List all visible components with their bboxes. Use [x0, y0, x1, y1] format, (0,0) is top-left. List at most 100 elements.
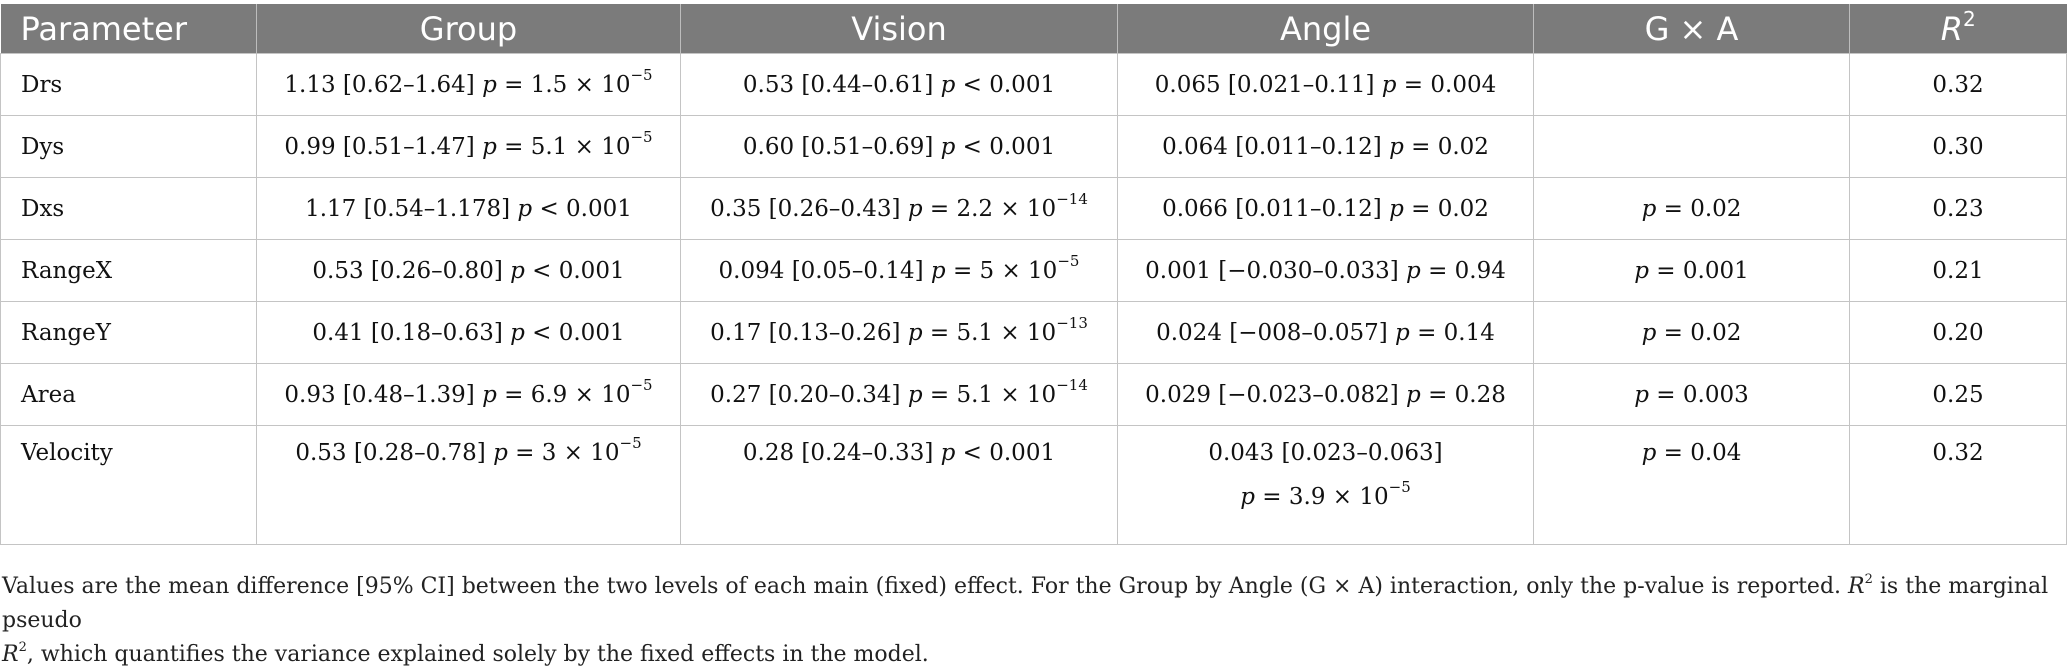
p-letter: p — [940, 71, 956, 98]
p-letter: p — [1389, 195, 1404, 222]
cell-gxa: p = 0.003 — [1533, 363, 1850, 426]
estimate-ci: 0.93 [0.48–1.39] — [284, 381, 475, 408]
p-operator: = 1.5 × 10 — [504, 71, 631, 98]
p-operator: = 3 × 10 — [515, 440, 620, 466]
r-superscript: 2 — [1963, 6, 1976, 31]
cell-gxa: p = 0.02 — [1533, 177, 1850, 240]
footnote-r-letter: R — [1848, 574, 1865, 599]
p-exponent: −5 — [619, 434, 642, 452]
estimate-ci: 0.064 [0.011–0.12] — [1162, 133, 1382, 160]
p-operator: = 0.004 — [1403, 71, 1497, 98]
p-operator: = 0.02 — [1411, 133, 1489, 160]
row-parameter: Dxs — [0, 177, 257, 240]
estimate-ci: 1.13 [0.62–1.64] — [284, 71, 475, 98]
p-operator: = 5.1 × 10 — [929, 319, 1057, 346]
p-letter: p — [1395, 319, 1410, 346]
cell-angle: 0.066 [0.011–0.12] p = 0.02 — [1117, 177, 1534, 240]
header-row: Parameter Group Vision Angle G × A R2 — [0, 4, 2067, 54]
cell-vision: 0.35 [0.26–0.43] p = 2.2 × 10−14 — [680, 177, 1118, 240]
cell-group: 1.13 [0.62–1.64] p = 1.5 × 10−5 — [256, 53, 681, 116]
p-operator: = 2.2 × 10 — [929, 195, 1057, 222]
p-value: p = 5.1 × 10−14 — [907, 377, 1088, 408]
cell-gxa: p = 0.001 — [1533, 239, 1850, 302]
p-value: p < 0.001 — [941, 440, 1055, 466]
cell-group: 1.17 [0.54–1.178] p < 0.001 — [256, 177, 681, 240]
p-letter: p — [493, 440, 508, 466]
header-group: Group — [256, 4, 681, 54]
p-exponent: −5 — [1388, 478, 1411, 496]
p-exponent: −14 — [1056, 375, 1088, 394]
row-parameter: Area — [0, 363, 257, 426]
p-exponent: −5 — [630, 375, 653, 394]
p-operator: = 0.28 — [1428, 381, 1506, 408]
p-exponent: −5 — [630, 65, 653, 84]
cell-angle: 0.024 [−008–0.057] p = 0.14 — [1117, 301, 1534, 364]
p-exponent: −5 — [630, 127, 653, 146]
p-operator: = 3.9 × 10 — [1262, 484, 1389, 510]
cell-r-squared: 0.30 — [1849, 115, 2067, 178]
p-operator: < 0.001 — [962, 133, 1056, 160]
gxa-p-value: = 0.003 — [1656, 381, 1749, 408]
gxa-p-value: = 0.02 — [1663, 319, 1742, 346]
header-angle: Angle — [1117, 4, 1534, 54]
table-row: Dys 0.99 [0.51–1.47] p = 5.1 × 10−5 0.60 [… — [0, 115, 2067, 178]
gxa-p-value: = 0.04 — [1663, 440, 1742, 466]
p-value: p = 0.02 — [1389, 134, 1489, 160]
p-letter: p — [510, 257, 525, 284]
table-row: Drs 1.13 [0.62–1.64] p = 1.5 × 10−5 0.53 [… — [0, 53, 2067, 116]
p-value: p < 0.001 — [510, 320, 624, 346]
p-value: p < 0.001 — [510, 258, 624, 284]
gxa-p-value: = 0.02 — [1663, 195, 1742, 222]
estimate-ci: 0.53 [0.28–0.78] — [295, 440, 486, 466]
cell-angle: 0.043 [0.023–0.063] p = 3.9 × 10−5 — [1117, 425, 1534, 545]
cell-vision: 0.17 [0.13–0.26] p = 5.1 × 10−13 — [680, 301, 1118, 364]
r-letter: R — [1940, 9, 1963, 48]
p-letter: p — [1381, 71, 1397, 98]
p-letter: p — [1240, 484, 1255, 510]
p-operator: < 0.001 — [962, 440, 1056, 466]
estimate-ci: 0.17 [0.13–0.26] — [710, 319, 901, 346]
cell-r-squared: 0.32 — [1849, 53, 2067, 116]
p-letter: p — [1406, 381, 1421, 408]
p-operator: = 0.94 — [1428, 257, 1506, 284]
estimate-ci: 0.99 [0.51–1.47] — [284, 133, 475, 160]
estimate-ci: 0.41 [0.18–0.63] — [312, 319, 503, 346]
p-value: p = 0.14 — [1395, 320, 1495, 346]
estimate-ci: 0.043 [0.023–0.063] — [1208, 440, 1443, 466]
p-value: p = 5 × 10−5 — [930, 253, 1080, 284]
p-operator: = 6.9 × 10 — [504, 381, 631, 408]
header-vision: Vision — [680, 4, 1118, 54]
row-parameter: RangeX — [0, 239, 257, 302]
p-exponent: −13 — [1056, 313, 1088, 332]
p-value: p = 5.1 × 10−5 — [482, 129, 653, 160]
p-letter: p — [482, 71, 497, 98]
p-operator: < 0.001 — [962, 71, 1056, 98]
footnote-sup-2: 2 — [18, 640, 27, 655]
footnote-part2: is the marginal pseudo — [2, 574, 2049, 633]
p-value: p = 0.004 — [1382, 72, 1496, 98]
p-operator: < 0.001 — [532, 257, 625, 284]
table-row: Area 0.93 [0.48–1.39] p = 6.9 × 10−5 0.27 … — [0, 363, 2067, 426]
footnote-part1: Values are the mean difference [95% CI] … — [2, 574, 1849, 599]
cell-vision: 0.28 [0.24–0.33] p < 0.001 — [680, 425, 1118, 545]
p-letter: p — [907, 381, 923, 408]
table-row: RangeY 0.41 [0.18–0.63] p < 0.001 0.17 [0.… — [0, 301, 2067, 364]
p-letter: p — [940, 133, 956, 160]
p-value: p = 2.2 × 10−14 — [908, 191, 1088, 222]
cell-vision: 0.094 [0.05–0.14] p = 5 × 10−5 — [680, 239, 1118, 302]
p-exponent: −5 — [1057, 251, 1080, 270]
cell-gxa: p = 0.04 — [1533, 425, 1850, 545]
cell-group: 0.53 [0.26–0.80] p < 0.001 — [256, 239, 681, 302]
p-operator: < 0.001 — [539, 195, 632, 222]
p-value: p < 0.001 — [941, 72, 1055, 98]
table-body: Drs 1.13 [0.62–1.64] p = 1.5 × 10−5 0.53 [… — [0, 53, 2067, 545]
p-letter: p — [510, 319, 525, 346]
cell-group: 0.41 [0.18–0.63] p < 0.001 — [256, 301, 681, 364]
p-operator: = 5 × 10 — [952, 257, 1058, 284]
cell-group: 0.53 [0.28–0.78] p = 3 × 10−5 — [256, 425, 681, 545]
estimate-ci: 0.53 [0.26–0.80] — [312, 257, 503, 284]
cell-r-squared: 0.25 — [1849, 363, 2067, 426]
cell-gxa — [1533, 115, 1850, 178]
p-letter: p — [930, 257, 946, 284]
p-value: p = 1.5 × 10−5 — [482, 67, 653, 98]
